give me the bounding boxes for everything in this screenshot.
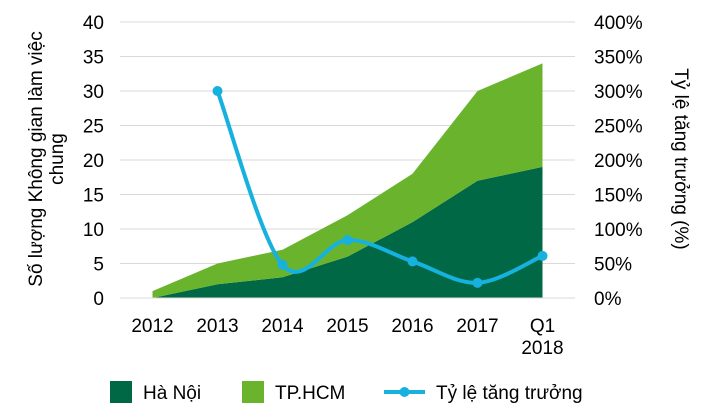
growth-point [342, 235, 353, 246]
x-tick-label: 2013 [196, 316, 238, 337]
growth-line-layer [212, 86, 548, 288]
gridlines [120, 21, 575, 299]
y2-tick-label: 0% [594, 289, 622, 310]
y-tick-label: 40 [83, 13, 104, 34]
legend-label-tphcm: TP.HCM [275, 383, 345, 404]
y-tick-label: 15 [83, 186, 104, 207]
legend-label-growth: Tỷ lệ tăng trưởng [436, 383, 583, 404]
growth-point [212, 86, 223, 96]
area-ha-noi [152, 166, 543, 298]
right-axis-title: Tỷ lệ tăng trưởng (%) [670, 68, 691, 249]
y2-tick-label: 250% [594, 117, 643, 138]
growth-point [277, 259, 288, 270]
x-tick-label: 2012 [131, 316, 173, 337]
x-tick-label: 2016 [391, 316, 433, 337]
left-axis-title: Số lượng Không gian làm việcchung [26, 31, 68, 286]
y-tick-label: 10 [83, 220, 104, 241]
right-axis-ticks: 0% 50% 100% 150% 200% 250% 300% 350% 400% [594, 13, 643, 310]
legend-swatch-tphcm [242, 381, 264, 403]
y2-tick-label: 150% [594, 186, 643, 207]
area-tp-hcm [152, 63, 543, 299]
x-tick-label: 2017 [456, 316, 498, 337]
legend-swatch-ha-noi [110, 381, 132, 403]
y-tick-label: 20 [83, 151, 104, 172]
y-tick-label: 30 [83, 82, 104, 103]
left-axis-ticks: 0 5 10 15 20 25 30 35 40 [83, 13, 104, 310]
y-tick-label: 5 [93, 255, 104, 276]
legend-marker-growth [399, 387, 410, 397]
growth-point [537, 250, 548, 261]
growth-point [472, 277, 483, 288]
legend-label-ha-noi: Hà Nội [143, 383, 201, 404]
x-axis-ticks: 2012 2013 2014 2015 2016 2017 Q1 2018 [131, 316, 563, 359]
y2-tick-label: 300% [594, 82, 643, 103]
y2-tick-label: 200% [594, 151, 643, 172]
y2-tick-label: 400% [594, 13, 643, 34]
y2-tick-label: 50% [594, 255, 632, 276]
y2-tick-label: 350% [594, 48, 643, 69]
growth-point [407, 256, 418, 267]
y-tick-label: 35 [83, 48, 104, 69]
stacked-areas [120, 63, 575, 299]
y-tick-label: 0 [93, 289, 104, 310]
legend: Hà Nội TP.HCM Tỷ lệ tăng trưởng [110, 381, 583, 404]
y-tick-label: 25 [83, 117, 104, 138]
x-tick-label: 2015 [326, 316, 368, 337]
y2-tick-label: 100% [594, 220, 643, 241]
x-tick-label: 2014 [261, 316, 304, 337]
x-tick-label: Q1 2018 [521, 316, 563, 359]
